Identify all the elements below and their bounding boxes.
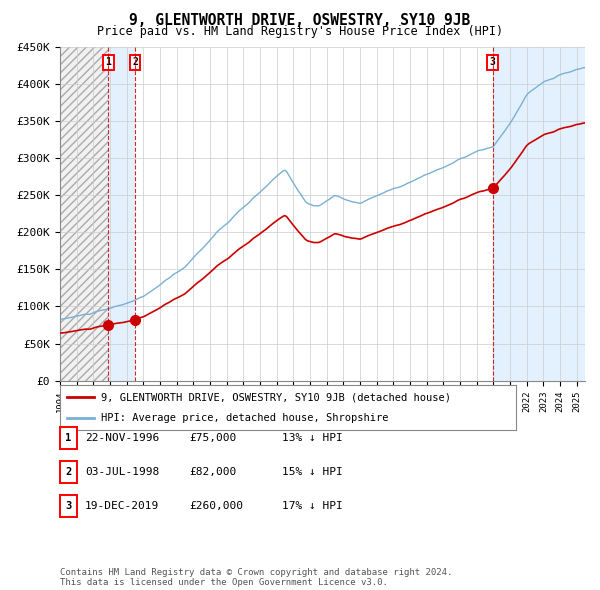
Text: HPI: Average price, detached house, Shropshire: HPI: Average price, detached house, Shro… bbox=[101, 412, 389, 422]
Bar bbox=[60, 47, 109, 381]
Bar bbox=[60, 47, 109, 381]
Text: 2: 2 bbox=[65, 467, 71, 477]
Text: Contains HM Land Registry data © Crown copyright and database right 2024.
This d: Contains HM Land Registry data © Crown c… bbox=[60, 568, 452, 587]
Text: 1: 1 bbox=[65, 433, 71, 442]
Bar bbox=[493, 47, 585, 381]
Text: 15% ↓ HPI: 15% ↓ HPI bbox=[282, 467, 343, 477]
Text: 9, GLENTWORTH DRIVE, OSWESTRY, SY10 9JB (detached house): 9, GLENTWORTH DRIVE, OSWESTRY, SY10 9JB … bbox=[101, 392, 451, 402]
Text: 17% ↓ HPI: 17% ↓ HPI bbox=[282, 502, 343, 511]
Text: 1: 1 bbox=[106, 57, 111, 67]
Text: 3: 3 bbox=[65, 502, 71, 511]
Bar bbox=[109, 47, 135, 381]
Text: 2: 2 bbox=[132, 57, 138, 67]
Text: 22-NOV-1996: 22-NOV-1996 bbox=[85, 433, 160, 442]
Text: 19-DEC-2019: 19-DEC-2019 bbox=[85, 502, 160, 511]
Text: 3: 3 bbox=[490, 57, 496, 67]
Text: £75,000: £75,000 bbox=[189, 433, 236, 442]
Text: 13% ↓ HPI: 13% ↓ HPI bbox=[282, 433, 343, 442]
Text: £260,000: £260,000 bbox=[189, 502, 243, 511]
Text: £82,000: £82,000 bbox=[189, 467, 236, 477]
Text: Price paid vs. HM Land Registry's House Price Index (HPI): Price paid vs. HM Land Registry's House … bbox=[97, 25, 503, 38]
Text: 9, GLENTWORTH DRIVE, OSWESTRY, SY10 9JB: 9, GLENTWORTH DRIVE, OSWESTRY, SY10 9JB bbox=[130, 13, 470, 28]
Text: 03-JUL-1998: 03-JUL-1998 bbox=[85, 467, 160, 477]
